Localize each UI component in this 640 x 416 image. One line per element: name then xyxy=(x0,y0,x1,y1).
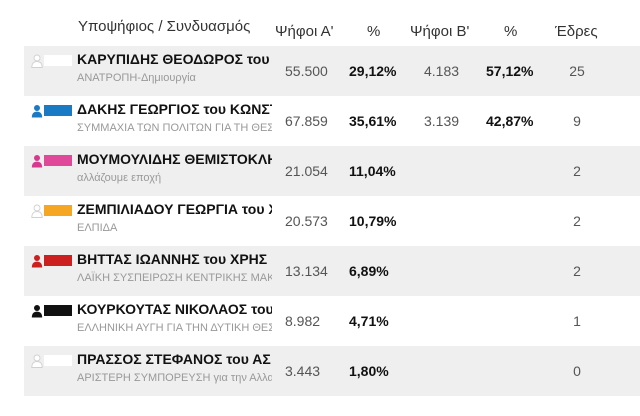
person-icon xyxy=(31,255,43,268)
party-color-swatch xyxy=(44,355,72,366)
votes-first-round: 67.859 xyxy=(285,113,328,129)
percent-second-round: 57,12% xyxy=(486,63,534,79)
row-background xyxy=(24,46,640,96)
candidate-name: ΜΟΥΜΟΥΛΙΔΗΣ ΘΕΜΙΣΤΟΚΛΗΣ xyxy=(77,151,272,167)
table-row[interactable]: ΒΗΤΤΑΣ ΙΩΑΝΝΗΣ του ΧΡΗΣ ΛΑΪΚΗ ΣΥΣΠΕΙΡΩΣΗ … xyxy=(0,246,640,296)
header-votes-b: Ψήφοι Β' xyxy=(410,23,470,40)
party-color-swatch xyxy=(44,55,72,66)
party-name: ΛΑΪΚΗ ΣΥΣΠΕΙΡΩΣΗ ΚΕΝΤΡΙΚΗΣ ΜΑΚΕΔΟΝΙΑΣ xyxy=(77,272,272,284)
header-votes-a: Ψήφοι Α' xyxy=(275,23,334,40)
results-table-header: Υποψήφιος / Συνδυασμός Ψήφοι Α' % Ψήφοι … xyxy=(0,0,640,46)
party-color-swatch xyxy=(44,155,72,166)
party-name: ΣΥΜΜΑΧΙΑ ΤΩΝ ΠΟΛΙΤΩΝ ΓΙΑ ΤΗ ΘΕΣΣΑΛΟΝΙΚΗ xyxy=(77,122,272,134)
seats-count: 2 xyxy=(573,163,581,179)
header-seats: Έδρες xyxy=(555,23,598,40)
candidate-name: ΚΑΡΥΠΙΔΗΣ ΘΕΟΔΩΡΟΣ του xyxy=(77,51,270,67)
percent-first-round: 11,04% xyxy=(349,163,396,179)
seats-count: 9 xyxy=(573,113,581,129)
candidate-name: ΖΕΜΠΙΛΙΑΔΟΥ ΓΕΩΡΓΙΑ του Χ xyxy=(77,201,272,217)
table-row[interactable]: ΚΑΡΥΠΙΔΗΣ ΘΕΟΔΩΡΟΣ του ΑΝΑΤΡΟΠΗ-Δημιουργί… xyxy=(0,46,640,96)
candidate-name: ΠΡΑΣΣΟΣ ΣΤΕΦΑΝΟΣ του ΑΣ xyxy=(77,351,271,367)
votes-second-round: 3.139 xyxy=(424,113,460,129)
header-candidate: Υποψήφιος / Συνδυασμός xyxy=(78,18,251,35)
votes-first-round: 20.573 xyxy=(285,213,328,229)
party-color-swatch xyxy=(44,305,72,316)
percent-first-round: 35,61% xyxy=(349,113,397,129)
percent-second-round: 42,87% xyxy=(486,113,534,129)
party-name: αλλάζουμε εποχή xyxy=(77,172,162,184)
header-pct-b: % xyxy=(504,23,518,40)
table-row[interactable]: ΖΕΜΠΙΛΙΑΔΟΥ ΓΕΩΡΓΙΑ του Χ ΕΛΠΙΔΑ 20.573 10,… xyxy=(0,196,640,246)
header-pct-a: % xyxy=(367,23,381,40)
percent-first-round: 1,80% xyxy=(349,363,389,379)
table-row[interactable]: ΠΡΑΣΣΟΣ ΣΤΕΦΑΝΟΣ του ΑΣ ΑΡΙΣΤΕΡΗ ΣΥΜΠΟΡΕΥ… xyxy=(0,346,640,396)
party-name: ΕΛΛΗΝΙΚΗ ΑΥΓΗ ΓΙΑ ΤΗΝ ΔΥΤΙΚΗ ΘΕΣΣΑΛΟΝΙΚΗ xyxy=(77,322,272,334)
seats-count: 2 xyxy=(573,263,581,279)
table-row[interactable]: ΜΟΥΜΟΥΛΙΔΗΣ ΘΕΜΙΣΤΟΚΛΗΣ αλλάζουμε εποχή 21… xyxy=(0,146,640,196)
percent-first-round: 4,71% xyxy=(349,313,389,329)
seats-count: 25 xyxy=(569,63,585,79)
percent-first-round: 29,12% xyxy=(349,63,397,79)
seats-count: 0 xyxy=(573,363,581,379)
percent-first-round: 6,89% xyxy=(349,263,389,279)
person-outline-icon xyxy=(31,204,43,218)
party-color-swatch xyxy=(44,205,72,216)
candidate-name: ΚΟΥΡΚΟΥΤΑΣ ΝΙΚΟΛΑΟΣ του xyxy=(77,301,272,317)
votes-second-round: 4.183 xyxy=(424,63,460,79)
votes-first-round: 21.054 xyxy=(285,163,328,179)
votes-first-round: 8.982 xyxy=(285,313,321,329)
seats-count: 1 xyxy=(573,313,581,329)
person-icon xyxy=(31,105,43,118)
votes-first-round: 13.134 xyxy=(285,263,328,279)
person-outline-icon xyxy=(31,354,43,368)
person-icon xyxy=(31,155,43,168)
seats-count: 2 xyxy=(573,213,581,229)
row-background xyxy=(24,246,640,296)
votes-first-round: 3.443 xyxy=(285,363,321,379)
table-row[interactable]: ΚΟΥΡΚΟΥΤΑΣ ΝΙΚΟΛΑΟΣ του ΕΛΛΗΝΙΚΗ ΑΥΓΗ ΓΙΑ… xyxy=(0,296,640,346)
percent-first-round: 10,79% xyxy=(349,213,397,229)
party-color-swatch xyxy=(44,105,72,116)
party-name: ΑΝΑΤΡΟΠΗ-Δημιουργία xyxy=(77,72,196,84)
party-name: ΑΡΙΣΤΕΡΗ ΣΥΜΠΟΡΕΥΣΗ για την Αλλαγή xyxy=(77,372,272,384)
person-icon xyxy=(31,305,43,318)
party-color-swatch xyxy=(44,255,72,266)
candidate-name: ΔΑΚΗΣ ΓΕΩΡΓΙΟΣ του ΚΩΝΣΤ xyxy=(77,101,272,117)
row-background xyxy=(24,146,640,196)
person-outline-icon xyxy=(31,54,43,68)
party-name: ΕΛΠΙΔΑ xyxy=(77,222,118,234)
votes-first-round: 55.500 xyxy=(285,63,328,79)
table-row[interactable]: ΔΑΚΗΣ ΓΕΩΡΓΙΟΣ του ΚΩΝΣΤ ΣΥΜΜΑΧΙΑ ΤΩΝ ΠΟΛ… xyxy=(0,96,640,146)
candidate-name: ΒΗΤΤΑΣ ΙΩΑΝΝΗΣ του ΧΡΗΣ xyxy=(77,251,268,267)
row-background xyxy=(24,346,640,396)
